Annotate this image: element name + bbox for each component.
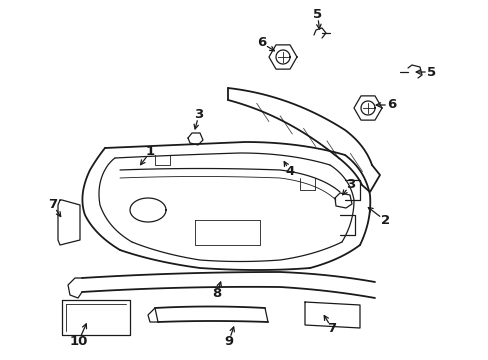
Text: 9: 9: [224, 335, 233, 348]
Text: 5: 5: [427, 66, 436, 78]
Text: 7: 7: [48, 198, 57, 211]
Text: 6: 6: [256, 36, 265, 49]
Text: 6: 6: [386, 99, 396, 112]
Text: 4: 4: [285, 165, 294, 178]
Text: 3: 3: [194, 108, 203, 121]
Text: 7: 7: [327, 322, 336, 335]
Text: 1: 1: [145, 145, 155, 158]
Text: 8: 8: [212, 287, 221, 300]
Text: 2: 2: [380, 214, 389, 227]
Text: 5: 5: [312, 8, 322, 21]
Text: 10: 10: [69, 335, 87, 348]
Text: 3: 3: [345, 178, 354, 192]
